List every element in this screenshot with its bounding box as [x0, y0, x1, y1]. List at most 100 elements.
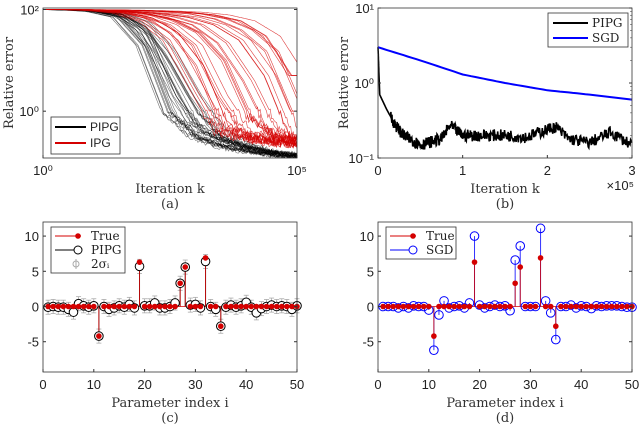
- y-axis-label: Relative error: [2, 36, 17, 129]
- legend-label-sgd: SGD: [592, 31, 619, 45]
- x-tick-label: 20: [472, 377, 486, 392]
- x-tick-label: 3: [628, 163, 635, 178]
- y-tick-label: 0: [367, 300, 374, 315]
- y-tick-label: 10: [25, 229, 39, 244]
- legend-swatch-error-marker: [72, 260, 80, 268]
- true-marker: [466, 303, 473, 310]
- estimate-marker: [429, 345, 439, 355]
- true-marker: [233, 303, 239, 310]
- panel-c: 0 10 20 30 40 50 -5 0 5 10 Parameter index i(c) Tru…: [25, 221, 304, 424]
- true-marker: [558, 303, 564, 310]
- x-tick-label: 0: [374, 377, 381, 392]
- true-marker: [492, 303, 498, 310]
- legend-label-ipg: IPG: [90, 136, 111, 150]
- y-tick-label: 10⁰: [19, 104, 39, 119]
- x-tick-label: 40: [239, 377, 253, 392]
- panel-caption: (d): [496, 411, 514, 424]
- legend-box: [547, 12, 629, 48]
- estimate-marker: [535, 223, 546, 234]
- true-marker: [603, 303, 610, 310]
- true-marker: [613, 303, 620, 310]
- true-marker: [101, 303, 107, 310]
- true-marker: [218, 323, 224, 330]
- true-marker: [289, 303, 295, 310]
- legend: PIPG IPG: [50, 116, 121, 155]
- true-marker: [258, 303, 265, 310]
- legend-label-pipg: PIPG: [592, 16, 622, 30]
- panel-caption: (b): [496, 197, 514, 212]
- legend-swatch-estimate-marker: [408, 245, 418, 255]
- true-marker: [481, 303, 488, 310]
- legend-swatch-estimate-marker: [73, 245, 83, 255]
- true-marker: [553, 323, 559, 330]
- true-marker: [75, 303, 82, 310]
- true-marker: [385, 303, 391, 310]
- true-marker: [106, 303, 112, 310]
- true-marker: [162, 303, 168, 310]
- true-marker: [70, 303, 77, 310]
- true-marker: [55, 303, 62, 310]
- y-axis-label: Relative error: [337, 36, 352, 129]
- true-marker: [563, 303, 569, 310]
- axes-box: [42, 221, 298, 373]
- series-pipg-line: [377, 47, 633, 151]
- x-tick-label: 10⁵: [287, 163, 307, 178]
- estimate-marker: [515, 241, 526, 251]
- true-marker: [80, 303, 87, 310]
- x-tick-label: 10: [87, 377, 101, 392]
- true-marker: [284, 303, 290, 310]
- y-tick-label: 10¹: [355, 1, 374, 16]
- true-marker: [507, 303, 513, 310]
- estimate-marker: [434, 310, 444, 320]
- true-marker: [253, 303, 260, 310]
- true-marker: [60, 303, 67, 310]
- legend-box: [50, 116, 121, 155]
- true-marker: [136, 259, 143, 265]
- panel-caption: (c): [161, 411, 178, 424]
- true-marker: [212, 303, 219, 310]
- true-marker: [395, 303, 402, 310]
- true-marker: [598, 303, 605, 310]
- true-marker: [238, 303, 244, 310]
- plot-data: [377, 46, 633, 151]
- panel-d: 0 10 20 30 40 50 -5 0 5 10 Parameter index i(d) Tru…: [360, 221, 639, 424]
- true-marker: [471, 259, 478, 265]
- true-marker: [85, 303, 92, 310]
- true-marker: [400, 303, 407, 310]
- legend-label-pipg: PIPG: [90, 120, 119, 134]
- legend-box: [385, 226, 457, 260]
- y-tick-label: 10²: [20, 2, 39, 17]
- legend-label-true: True: [91, 229, 120, 243]
- true-marker: [91, 303, 97, 310]
- x-tick-label: 30: [523, 377, 537, 392]
- true-marker: [228, 303, 234, 310]
- true-marker: [207, 303, 214, 310]
- x-axis-label: Iteration k: [470, 182, 540, 197]
- true-marker: [157, 303, 163, 310]
- true-marker: [456, 303, 463, 310]
- true-marker: [273, 303, 280, 310]
- true-marker: [624, 303, 630, 310]
- true-marker: [497, 303, 503, 310]
- panel-b: 0 1 2 3 10⁻¹ 10⁰ 10¹ Iteration k Relative error (…: [337, 1, 636, 212]
- y-tick-label: 10⁻¹: [348, 151, 374, 166]
- x-axis-label: Parameter index i: [111, 396, 228, 411]
- true-marker: [446, 303, 452, 310]
- true-marker: [146, 303, 153, 310]
- true-marker: [512, 280, 518, 287]
- true-marker: [126, 303, 133, 310]
- y-tick-label: -5: [362, 335, 374, 350]
- true-marker: [502, 303, 508, 310]
- x-tick-label: 1: [459, 163, 466, 178]
- true-marker: [116, 303, 122, 310]
- y-tick-label: 10⁰: [354, 76, 374, 91]
- true-marker: [486, 303, 493, 310]
- y-tick-label: 10: [360, 229, 374, 244]
- series-ipg-run-line: [43, 9, 297, 63]
- true-marker: [50, 303, 56, 310]
- x-tick-label: 10⁰: [33, 163, 53, 178]
- true-marker: [182, 264, 189, 270]
- true-marker: [405, 303, 412, 310]
- true-marker: [608, 303, 615, 310]
- true-marker: [578, 303, 584, 310]
